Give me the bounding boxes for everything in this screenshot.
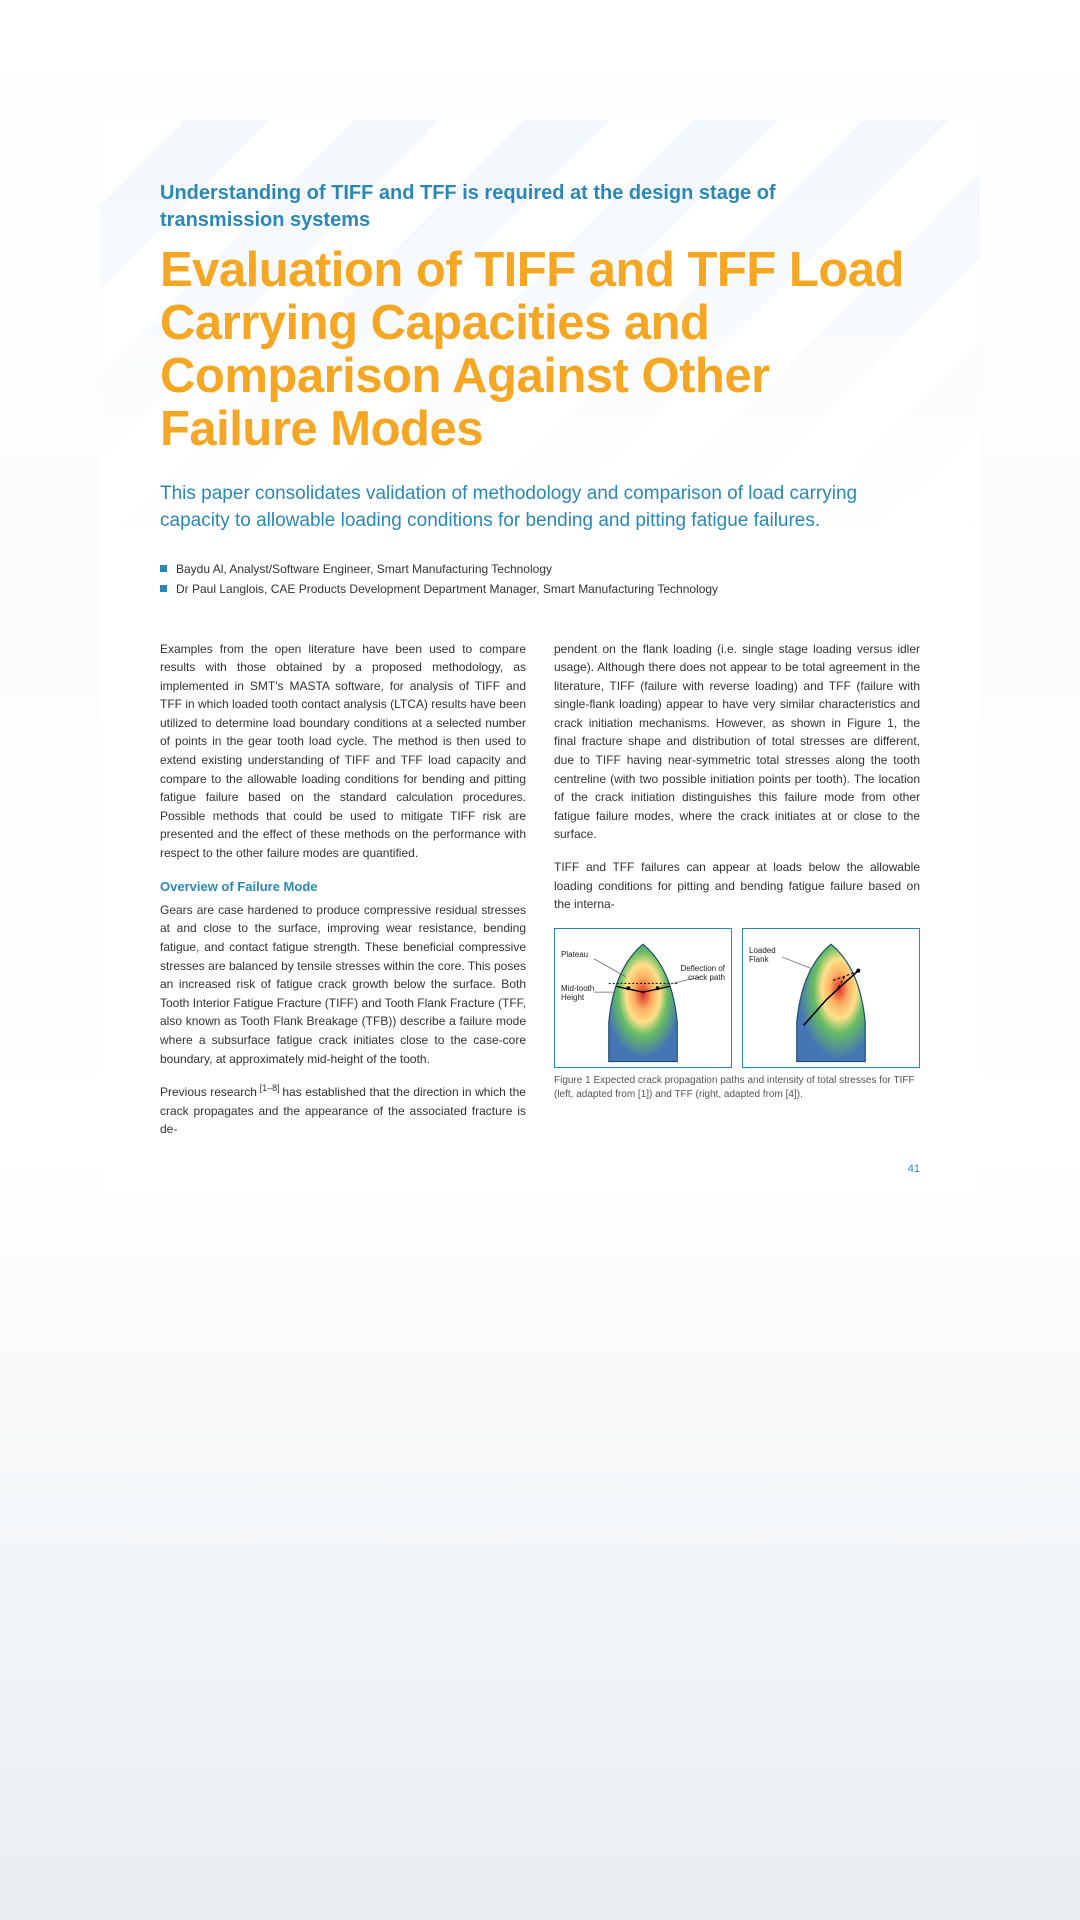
figure-tiff: Plateau Mid-tooth Height Deflection of c…	[554, 928, 732, 1068]
figure-row: Plateau Mid-tooth Height Deflection of c…	[554, 928, 920, 1068]
reference-superscript: [1–8]	[257, 1083, 282, 1093]
page-background: Understanding of TIFF and TFF is require…	[0, 0, 1080, 1920]
section-heading: Overview of Failure Mode	[160, 877, 526, 897]
paper-page: Understanding of TIFF and TFF is require…	[100, 120, 980, 1193]
paragraph: Gears are case hardened to produce compr…	[160, 901, 526, 1068]
paragraph: Examples from the open literature have b…	[160, 640, 526, 863]
column-right: pendent on the flank loading (i.e. singl…	[554, 640, 920, 1153]
paragraph: pendent on the flank loading (i.e. singl…	[554, 640, 920, 845]
author-list: Baydu Al, Analyst/Software Engineer, Sma…	[160, 559, 920, 600]
figure-label-midtooth: Mid-tooth Height	[561, 985, 594, 1003]
figure-caption: Figure 1 Expected crack propagation path…	[554, 1074, 920, 1102]
paragraph: TIFF and TFF failures can appear at load…	[554, 858, 920, 914]
headline: Evaluation of TIFF and TFF Load Carrying…	[160, 244, 920, 456]
body-columns: Examples from the open literature have b…	[160, 640, 920, 1153]
figure-label-loaded-flank: Loaded Flank	[749, 947, 776, 965]
author-item: Dr Paul Langlois, CAE Products Developme…	[160, 579, 920, 599]
page-number: 41	[908, 1163, 920, 1175]
text-fragment: Previous research	[160, 1085, 257, 1099]
abstract: This paper consolidates validation of me…	[160, 480, 920, 535]
column-left: Examples from the open literature have b…	[160, 640, 526, 1153]
author-item: Baydu Al, Analyst/Software Engineer, Sma…	[160, 559, 920, 579]
figure-label-deflection: Deflection of crack path	[681, 965, 725, 983]
paragraph: Previous research [1–8] has established …	[160, 1082, 526, 1139]
figure-label-plateau: Plateau	[561, 951, 588, 960]
figure-tff: Loaded Flank	[742, 928, 920, 1068]
kicker: Understanding of TIFF and TFF is require…	[160, 180, 800, 234]
